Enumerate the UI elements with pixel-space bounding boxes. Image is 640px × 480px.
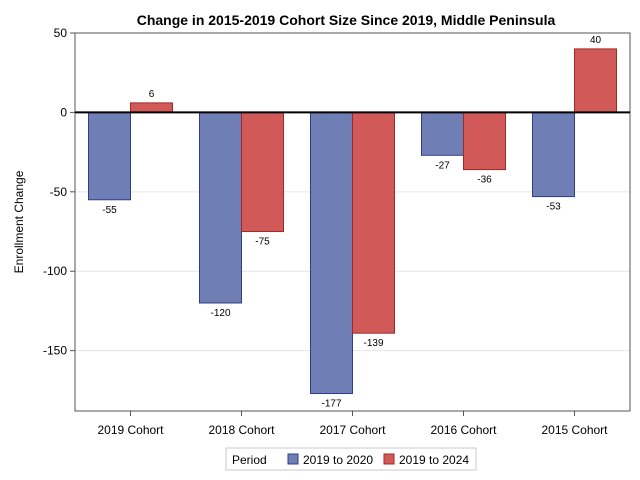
y-axis-label: Enrollment Change — [12, 170, 26, 273]
bar-2017-cohort-2019-to-2024 — [352, 111, 395, 334]
y-tick-label-50: 50 — [54, 26, 68, 40]
y-tick-label-50: -50 — [50, 185, 68, 199]
y-axis: 50 0 -50 -100 -150 — [43, 26, 75, 358]
x-tick-label-2018-cohort: 2018 Cohort — [208, 423, 275, 437]
data-label-2019-cohort-2019-to-2024: 6 — [149, 89, 155, 100]
data-label-2018-cohort-2019-to-2020: -120 — [210, 308, 230, 319]
data-labels: -55 6 -120 -75 -177 -139 -27 -36 -53 40 — [102, 35, 601, 410]
y-tick-label-150: -150 — [43, 344, 67, 358]
bar-2019-cohort-2019-to-2020 — [88, 111, 131, 201]
legend-label-2019-to-2020: 2019 to 2020 — [303, 453, 373, 467]
x-tick-label-2016-cohort: 2016 Cohort — [430, 423, 497, 437]
data-label-2017-cohort-2019-to-2024: -139 — [363, 338, 383, 349]
bar-2015-cohort-2019-to-2024 — [574, 48, 617, 113]
data-label-2019-cohort-2019-to-2020: -55 — [102, 205, 117, 216]
bar-2016-cohort-2019-to-2020 — [421, 111, 464, 156]
x-tick-label-2017-cohort: 2017 Cohort — [319, 423, 386, 437]
bar-2015-cohort-2019-to-2020 — [532, 111, 575, 198]
bar-2016-cohort-2019-to-2024 — [463, 111, 506, 171]
y-tick-label-0: 0 — [60, 105, 67, 119]
chart-title: Change in 2015-2019 Cohort Size Since 20… — [137, 12, 556, 28]
y-tick-label-100: -100 — [43, 264, 67, 278]
data-label-2015-cohort-2019-to-2024: 40 — [590, 35, 602, 46]
data-label-2015-cohort-2019-to-2020: -53 — [546, 202, 561, 213]
legend-title: Period — [232, 453, 267, 467]
legend-frame — [225, 447, 477, 471]
bar-2018-cohort-2019-to-2020 — [199, 111, 242, 304]
legend-label-2019-to-2024: 2019 to 2024 — [399, 453, 469, 467]
bar-2018-cohort-2019-to-2024 — [241, 111, 284, 233]
x-tick-label-2015-cohort: 2015 Cohort — [541, 423, 608, 437]
bars — [88, 48, 617, 395]
data-label-2016-cohort-2019-to-2020: -27 — [435, 160, 450, 171]
x-axis: 2019 Cohort 2018 Cohort 2017 Cohort 2016 Co… — [97, 411, 608, 437]
bar-2019-cohort-2019-to-2024 — [130, 102, 173, 113]
data-label-2017-cohort-2019-to-2020: -177 — [321, 399, 341, 410]
bar-2017-cohort-2019-to-2020 — [310, 111, 353, 395]
legend: Period 2019 to 2020 2019 to 2024 — [225, 447, 477, 471]
data-label-2016-cohort-2019-to-2024: -36 — [477, 175, 492, 186]
legend-swatch-2019-to-2020 — [287, 453, 299, 465]
x-tick-label-2019-cohort: 2019 Cohort — [97, 423, 164, 437]
legend-swatch-2019-to-2024 — [383, 453, 395, 465]
data-label-2018-cohort-2019-to-2024: -75 — [255, 237, 270, 248]
